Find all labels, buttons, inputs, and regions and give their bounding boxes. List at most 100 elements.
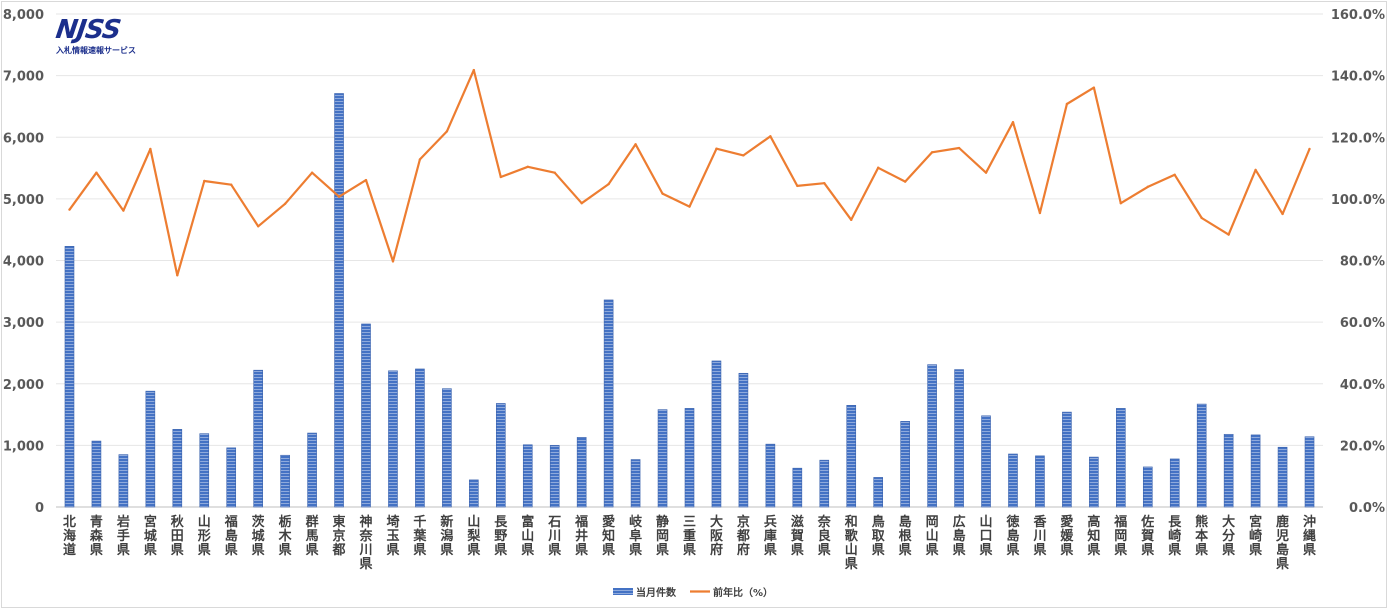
right-axis-tick-label: 120.0%: [1331, 131, 1385, 146]
line-point-福岡県: [1119, 201, 1123, 205]
bar-福井県: [576, 437, 587, 508]
category-label: 東京都: [332, 514, 346, 558]
left-axis-tick-label: 0: [35, 501, 44, 516]
category-label: 島根県: [899, 514, 913, 558]
line-point-和歌山県: [850, 218, 853, 222]
category-label: 長崎県: [1168, 515, 1182, 558]
category-label: 沖縄県: [1303, 514, 1316, 558]
bar-山梨県: [469, 479, 479, 508]
category-label: 福島県: [224, 514, 238, 558]
right-axis-ticks: 0.0% 20.0% 40.0% 60.0% 80.0% 100.0% 120.0% 140.…: [1331, 8, 1385, 516]
line-point-岐阜県: [634, 143, 637, 146]
line-point-山口県: [984, 171, 988, 174]
category-label: 栃木県: [278, 514, 293, 558]
legend: 当月件数 前年比（%）: [613, 586, 773, 599]
line-point-宮城県: [149, 147, 152, 151]
bar-兵庫県: [765, 443, 776, 508]
line-point-福島県: [230, 183, 233, 186]
category-label: 千葉県: [412, 514, 427, 558]
line-point-大阪府: [715, 147, 718, 150]
category-label: 鳥取県: [872, 514, 886, 558]
line-point-群馬県: [310, 171, 314, 174]
bar-静岡県: [657, 409, 668, 508]
bar-奈良県: [819, 459, 830, 508]
bar-宮城県: [145, 390, 156, 508]
left-axis-tick-label: 8,000: [3, 8, 44, 23]
bar-東京都: [334, 93, 344, 508]
category-label: 山梨県: [466, 514, 481, 558]
category-label: 鹿児島県: [1275, 514, 1289, 572]
bar-福島県: [226, 447, 237, 508]
bar-高知県: [1089, 456, 1099, 508]
line-point-富山県: [526, 165, 529, 169]
line-point-鹿児島県: [1281, 212, 1284, 216]
bar-長崎県: [1169, 458, 1180, 508]
bar-神奈川県: [361, 323, 371, 508]
line-point-秋田県: [176, 274, 179, 277]
right-axis-tick-label: 140.0%: [1331, 70, 1385, 85]
bar-長野県: [495, 403, 506, 508]
category-label: 福岡県: [1113, 514, 1127, 558]
bar-大阪府: [711, 360, 722, 508]
bar-和歌山県: [846, 405, 857, 508]
left-axis-tick-label: 6,000: [3, 131, 44, 146]
category-label: 岐阜県: [629, 514, 643, 558]
bar-佐賀県: [1142, 466, 1153, 508]
line-point-石川県: [553, 171, 556, 174]
line-point-滋賀県: [796, 184, 799, 188]
line-point-三重県: [688, 205, 691, 208]
bar-群馬県: [307, 432, 317, 508]
category-label: 新潟県: [440, 514, 453, 558]
bar-滋賀県: [792, 467, 803, 508]
line-point-山形県: [203, 179, 206, 183]
line-point-愛知県: [607, 182, 610, 186]
category-label: 愛媛県: [1059, 514, 1074, 558]
line-point-大分県: [1227, 233, 1230, 236]
bar-北海道: [64, 246, 75, 508]
right-axis-tick-label: 0.0%: [1349, 501, 1385, 516]
category-label: 神奈川県: [359, 514, 374, 572]
category-label: 埼玉県: [386, 514, 399, 558]
line-point-徳島県: [1011, 120, 1015, 124]
line-series: [68, 68, 1311, 277]
line-point-兵庫県: [769, 135, 772, 138]
category-label: 宮城県: [144, 514, 157, 558]
line-point-奈良県: [823, 181, 826, 185]
category-label: 秋田県: [171, 514, 185, 558]
line-point-福井県: [580, 201, 583, 205]
line-point-東京都: [337, 195, 341, 198]
bar-三重県: [684, 408, 695, 508]
right-axis-tick-label: 160.0%: [1331, 8, 1385, 23]
bar-series: [64, 93, 1315, 508]
bar-富山県: [522, 444, 533, 508]
category-label: 高知県: [1087, 514, 1100, 558]
category-label: 山口県: [980, 514, 993, 558]
bar-島根県: [900, 421, 910, 508]
line-point-島根県: [903, 180, 907, 183]
line-point-山梨県: [472, 68, 476, 72]
bar-秋田県: [172, 429, 183, 508]
logo: NJSS 入札情報速報サービス: [54, 15, 156, 60]
right-axis-tick-label: 60.0%: [1340, 316, 1385, 331]
bar-愛知県: [603, 299, 614, 508]
left-axis-tick-label: 4,000: [3, 255, 44, 270]
bar-京都府: [738, 372, 749, 508]
line-point-佐賀県: [1146, 185, 1149, 189]
left-axis-ticks: 0 1,000 2,000 3,000 4,000 5,000 6,000 7,000 8,00…: [3, 8, 44, 516]
line-point-愛媛県: [1065, 102, 1069, 106]
bar-鳥取県: [873, 477, 884, 508]
line-point-北海道: [68, 208, 71, 211]
gridlines: [56, 13, 1323, 508]
bar-岐阜県: [630, 459, 641, 508]
category-label: 和歌山県: [845, 514, 859, 572]
category-label: 滋賀県: [790, 514, 804, 558]
line-point-青森県: [95, 171, 98, 174]
category-label: 石川県: [547, 515, 561, 558]
logo-subtitle: 入札情報速報サービス: [56, 46, 136, 55]
category-label: 岩手県: [116, 514, 130, 558]
bar-栃木県: [280, 454, 290, 508]
category-label: 大分県: [1222, 514, 1235, 558]
category-label: 静岡県: [656, 514, 669, 558]
bar-愛媛県: [1062, 411, 1072, 508]
